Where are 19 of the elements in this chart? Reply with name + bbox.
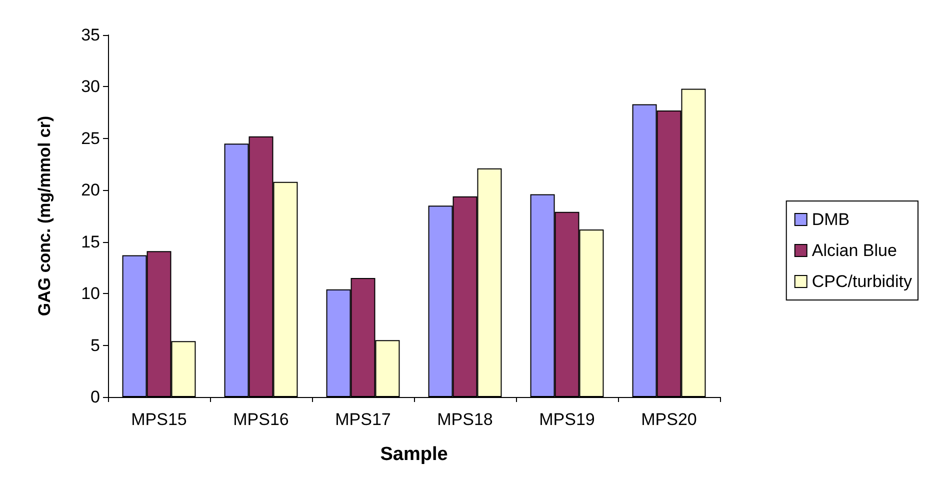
legend-label: Alcian Blue [812, 241, 897, 260]
y-tick-label: 15 [81, 232, 100, 252]
x-tick-label: MPS15 [131, 410, 187, 429]
y-tick-label: 20 [81, 180, 100, 200]
y-axis-title: GAG conc. (mg/mmol cr) [35, 116, 54, 316]
x-axis-title: Sample [380, 444, 448, 465]
y-tick-label: 10 [81, 284, 100, 304]
x-tick-label: MPS18 [437, 410, 493, 429]
x-tick-label: MPS17 [335, 410, 391, 429]
y-tick-label: 25 [81, 128, 100, 148]
x-tick-label: MPS19 [539, 410, 595, 429]
y-tick-label: 5 [90, 336, 100, 355]
y-tick-label: 35 [81, 26, 100, 44]
x-tick-label: MPS16 [233, 410, 289, 429]
y-tick-label: 30 [81, 77, 100, 96]
legend-label: CPC/turbidity [812, 272, 912, 291]
legend-label: DMB [812, 210, 850, 229]
x-tick-label: MPS20 [641, 410, 697, 429]
y-tick-label: 0 [90, 388, 100, 406]
